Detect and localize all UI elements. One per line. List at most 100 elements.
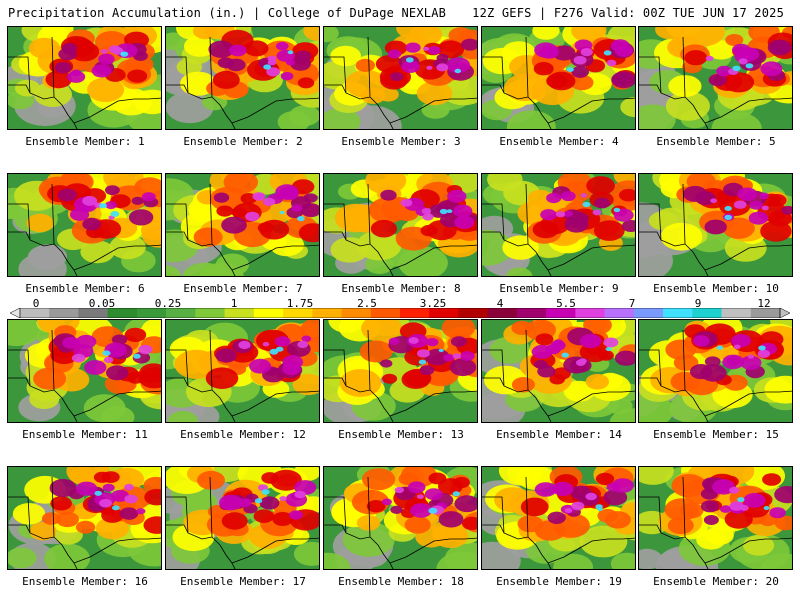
ensemble-member-label: Ensemble Member: 20 — [653, 575, 779, 588]
ensemble-member-label: Ensemble Member: 18 — [338, 575, 464, 588]
precip-field — [639, 174, 792, 276]
colorbar-tick-label: 5.5 — [556, 297, 576, 310]
ensemble-member-map — [7, 26, 162, 130]
page-header: Precipitation Accumulation (in.) | Colle… — [0, 0, 800, 24]
precip-colorbar — [10, 308, 790, 318]
colorbar-tick-label: 3.25 — [419, 297, 447, 310]
ensemble-member-label: Ensemble Member: 3 — [341, 135, 461, 148]
precip-field — [166, 174, 319, 276]
model-valid-time: 12Z GEFS | F276 Valid: 00Z TUE JUN 17 20… — [472, 6, 784, 20]
ensemble-member-label: Ensemble Member: 6 — [25, 282, 145, 295]
colorbar-tick-label: 1 — [230, 297, 238, 310]
ensemble-member-label: Ensemble Member: 1 — [25, 135, 145, 148]
product-title: Precipitation Accumulation (in.) | Colle… — [8, 6, 447, 20]
precip-field — [639, 27, 792, 129]
ensemble-member-map — [323, 319, 478, 423]
ensemble-member-map — [323, 466, 478, 570]
colorbar-swatch — [195, 308, 225, 318]
ensemble-member-map — [7, 173, 162, 277]
ensemble-member-label: Ensemble Member: 4 — [499, 135, 619, 148]
colorbar-swatch — [224, 308, 255, 318]
colorbar-swatch — [721, 308, 752, 318]
precip-field — [8, 27, 161, 129]
precip-field — [324, 27, 477, 129]
ensemble-member-label: Ensemble Member: 8 — [341, 282, 461, 295]
colorbar-swatch — [312, 308, 342, 318]
colorbar-swatch — [78, 308, 108, 318]
precip-field — [324, 467, 477, 569]
ensemble-member-label: Ensemble Member: 15 — [653, 428, 779, 441]
ensemble-member-map — [481, 173, 636, 277]
colorbar-swatch — [663, 308, 693, 318]
colorbar-swatch — [166, 308, 196, 318]
ensemble-member-label: Ensemble Member: 10 — [653, 282, 779, 295]
colorbar-swatch — [429, 308, 459, 318]
colorbar-swatch — [49, 308, 79, 318]
precip-field — [8, 320, 161, 422]
colorbar-swatch — [633, 308, 664, 318]
precip-field — [639, 320, 792, 422]
colorbar-swatch — [341, 308, 372, 318]
ensemble-member-label: Ensemble Member: 11 — [22, 428, 148, 441]
ensemble-member-label: Ensemble Member: 12 — [180, 428, 306, 441]
colorbar-swatch — [283, 308, 313, 318]
ensemble-member-label: Ensemble Member: 2 — [183, 135, 303, 148]
colorbar-frame — [19, 308, 781, 318]
ensemble-member-map — [638, 466, 793, 570]
colorbar-swatch — [604, 308, 635, 318]
colorbar-swatch — [107, 308, 138, 318]
colorbar-swatch — [575, 308, 605, 318]
ensemble-member-label: Ensemble Member: 9 — [499, 282, 619, 295]
ensemble-member-map — [7, 319, 162, 423]
colorbar-swatch — [136, 308, 167, 318]
ensemble-member-map — [638, 173, 793, 277]
ensemble-member-label: Ensemble Member: 17 — [180, 575, 306, 588]
precip-field — [166, 320, 319, 422]
colorbar-swatch — [400, 308, 430, 318]
colorbar-tick-label: 7 — [628, 297, 636, 310]
ensemble-member-label: Ensemble Member: 14 — [496, 428, 622, 441]
precip-field — [8, 174, 161, 276]
colorbar-max-arrow — [779, 308, 790, 318]
colorbar-swatch — [546, 308, 576, 318]
ensemble-member-map — [7, 466, 162, 570]
colorbar-tick-label: 0.05 — [88, 297, 116, 310]
colorbar-tick-label: 2.5 — [357, 297, 377, 310]
colorbar-tick-label: 4 — [496, 297, 504, 310]
precip-field — [8, 467, 161, 569]
precip-field — [482, 174, 635, 276]
colorbar-swatch — [253, 308, 284, 318]
colorbar-swatch — [750, 308, 781, 318]
colorbar-swatch — [487, 308, 518, 318]
ensemble-member-label: Ensemble Member: 13 — [338, 428, 464, 441]
ensemble-member-label: Ensemble Member: 19 — [496, 575, 622, 588]
colorbar-min-arrow — [10, 308, 21, 318]
precip-field — [324, 320, 477, 422]
ensemble-member-map — [638, 26, 793, 130]
ensemble-member-map — [638, 319, 793, 423]
ensemble-member-map — [165, 466, 320, 570]
ensemble-member-map — [323, 173, 478, 277]
ensemble-member-map — [165, 26, 320, 130]
ensemble-member-map — [165, 319, 320, 423]
ensemble-member-map — [481, 26, 636, 130]
precip-field — [639, 467, 792, 569]
colorbar-tick-label: 9 — [694, 297, 702, 310]
ensemble-member-map — [323, 26, 478, 130]
precip-field — [166, 27, 319, 129]
ensemble-member-map — [165, 173, 320, 277]
ensemble-member-map — [481, 466, 636, 570]
colorbar-tick-label: 0 — [32, 297, 40, 310]
colorbar-tick-label: 0.25 — [154, 297, 182, 310]
colorbar-tick-label: 1.75 — [286, 297, 314, 310]
colorbar-swatch — [692, 308, 722, 318]
colorbar-swatch — [20, 308, 50, 318]
colorbar-swatch — [516, 308, 547, 318]
precip-field — [482, 320, 635, 422]
ensemble-member-map — [481, 319, 636, 423]
ensemble-member-label: Ensemble Member: 5 — [656, 135, 776, 148]
precip-field — [482, 467, 635, 569]
ensemble-member-label: Ensemble Member: 7 — [183, 282, 303, 295]
precip-field — [324, 174, 477, 276]
precip-field — [166, 467, 319, 569]
